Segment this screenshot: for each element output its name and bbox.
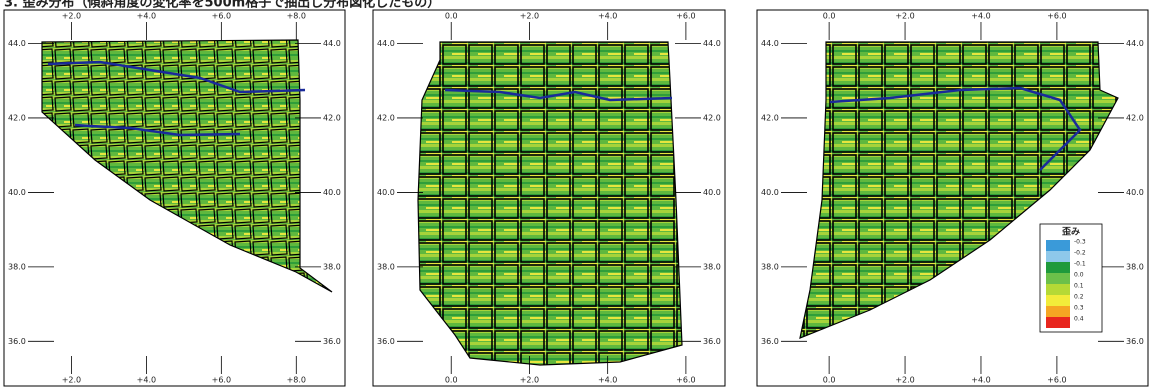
x-tick-label: +6.0 bbox=[1047, 12, 1066, 21]
y-tick-label: 36.0 bbox=[703, 337, 721, 346]
x-tick-label: +6.0 bbox=[212, 12, 231, 21]
y-tick-label: 42.0 bbox=[323, 113, 341, 122]
y-tick-label: 38.0 bbox=[761, 262, 779, 271]
y-tick-label: 42.0 bbox=[8, 113, 26, 122]
legend-swatch bbox=[1046, 240, 1070, 251]
y-tick-label: 38.0 bbox=[703, 262, 721, 271]
legend-swatch bbox=[1046, 284, 1070, 295]
x-tick-label: +6.0 bbox=[212, 376, 231, 385]
x-tick-label: +6.0 bbox=[1047, 376, 1066, 385]
legend-label: -0.1 bbox=[1074, 261, 1086, 268]
legend-label: -0.2 bbox=[1074, 250, 1086, 257]
y-tick-label: 40.0 bbox=[377, 188, 395, 197]
legend-label: 0.4 bbox=[1074, 316, 1084, 323]
y-tick-label: 44.0 bbox=[1126, 39, 1144, 48]
x-tick-label: +2.0 bbox=[895, 12, 914, 21]
boundary-line bbox=[444, 88, 673, 102]
legend-label: 0.2 bbox=[1074, 294, 1084, 301]
y-tick-label: 40.0 bbox=[323, 188, 341, 197]
x-tick-label: 0.0 bbox=[445, 12, 458, 21]
y-tick-label: 36.0 bbox=[761, 337, 779, 346]
panel-frame bbox=[3, 9, 346, 387]
x-tick-label: +6.0 bbox=[676, 12, 695, 21]
y-tick-label: 44.0 bbox=[323, 39, 341, 48]
y-tick-label: 40.0 bbox=[761, 188, 779, 197]
legend-swatch bbox=[1046, 317, 1070, 328]
legend-label: 0.1 bbox=[1074, 283, 1084, 290]
y-tick-label: 42.0 bbox=[761, 113, 779, 122]
y-tick-label: 44.0 bbox=[377, 39, 395, 48]
y-tick-label: 36.0 bbox=[1126, 337, 1144, 346]
y-tick-label: 36.0 bbox=[377, 337, 395, 346]
y-tick-label: 36.0 bbox=[323, 337, 341, 346]
x-tick-label: +2.0 bbox=[520, 376, 539, 385]
x-tick-label: +2.0 bbox=[520, 12, 539, 21]
x-tick-label: +4.0 bbox=[598, 12, 617, 21]
x-tick-label: +4.0 bbox=[971, 12, 990, 21]
y-tick-label: 38.0 bbox=[1126, 262, 1144, 271]
map-area bbox=[799, 41, 1119, 339]
legend-swatch bbox=[1046, 251, 1070, 262]
y-tick-label: 44.0 bbox=[8, 39, 26, 48]
y-tick-label: 40.0 bbox=[703, 188, 721, 197]
x-tick-label: +4.0 bbox=[971, 376, 990, 385]
panel-frame bbox=[372, 9, 726, 387]
legend-label: 0.0 bbox=[1074, 272, 1084, 279]
legend-title: 歪み bbox=[1062, 227, 1080, 238]
boundary-line bbox=[47, 60, 306, 94]
legend-label: -0.3 bbox=[1074, 239, 1086, 246]
y-tick-label: 42.0 bbox=[377, 113, 395, 122]
legend-swatch bbox=[1046, 262, 1070, 273]
y-tick-label: 42.0 bbox=[1126, 113, 1144, 122]
boundary-line bbox=[74, 123, 241, 137]
boundary-line bbox=[829, 86, 1082, 171]
y-tick-label: 38.0 bbox=[377, 262, 395, 271]
y-tick-label: 44.0 bbox=[703, 39, 721, 48]
x-tick-label: +4.0 bbox=[137, 376, 156, 385]
legend-swatch bbox=[1046, 295, 1070, 306]
x-tick-label: +8.0 bbox=[287, 12, 306, 21]
x-tick-label: 0.0 bbox=[823, 12, 836, 21]
y-tick-label: 36.0 bbox=[8, 337, 26, 346]
x-tick-label: +4.0 bbox=[137, 12, 156, 21]
panel-frame bbox=[756, 9, 1149, 387]
x-tick-label: +4.0 bbox=[598, 376, 617, 385]
y-tick-label: 40.0 bbox=[8, 188, 26, 197]
y-tick-label: 42.0 bbox=[703, 113, 721, 122]
x-tick-label: +8.0 bbox=[287, 376, 306, 385]
x-tick-label: +2.0 bbox=[62, 376, 81, 385]
y-tick-label: 44.0 bbox=[761, 39, 779, 48]
figure-title: 3. 歪み分布（傾斜角度の変化率を500m格子で抽出し分布図化したもの） bbox=[4, 0, 440, 11]
x-tick-label: +2.0 bbox=[62, 12, 81, 21]
legend-swatch bbox=[1046, 306, 1070, 317]
y-tick-label: 38.0 bbox=[8, 262, 26, 271]
x-tick-label: 0.0 bbox=[823, 376, 836, 385]
x-tick-label: +2.0 bbox=[895, 376, 914, 385]
legend-swatch bbox=[1046, 273, 1070, 284]
map-area bbox=[417, 41, 683, 366]
legend-label: 0.3 bbox=[1074, 305, 1084, 312]
map-area bbox=[41, 39, 333, 293]
x-tick-label: 0.0 bbox=[445, 376, 458, 385]
y-tick-label: 38.0 bbox=[323, 262, 341, 271]
x-tick-label: +6.0 bbox=[676, 376, 695, 385]
y-tick-label: 40.0 bbox=[1126, 188, 1144, 197]
